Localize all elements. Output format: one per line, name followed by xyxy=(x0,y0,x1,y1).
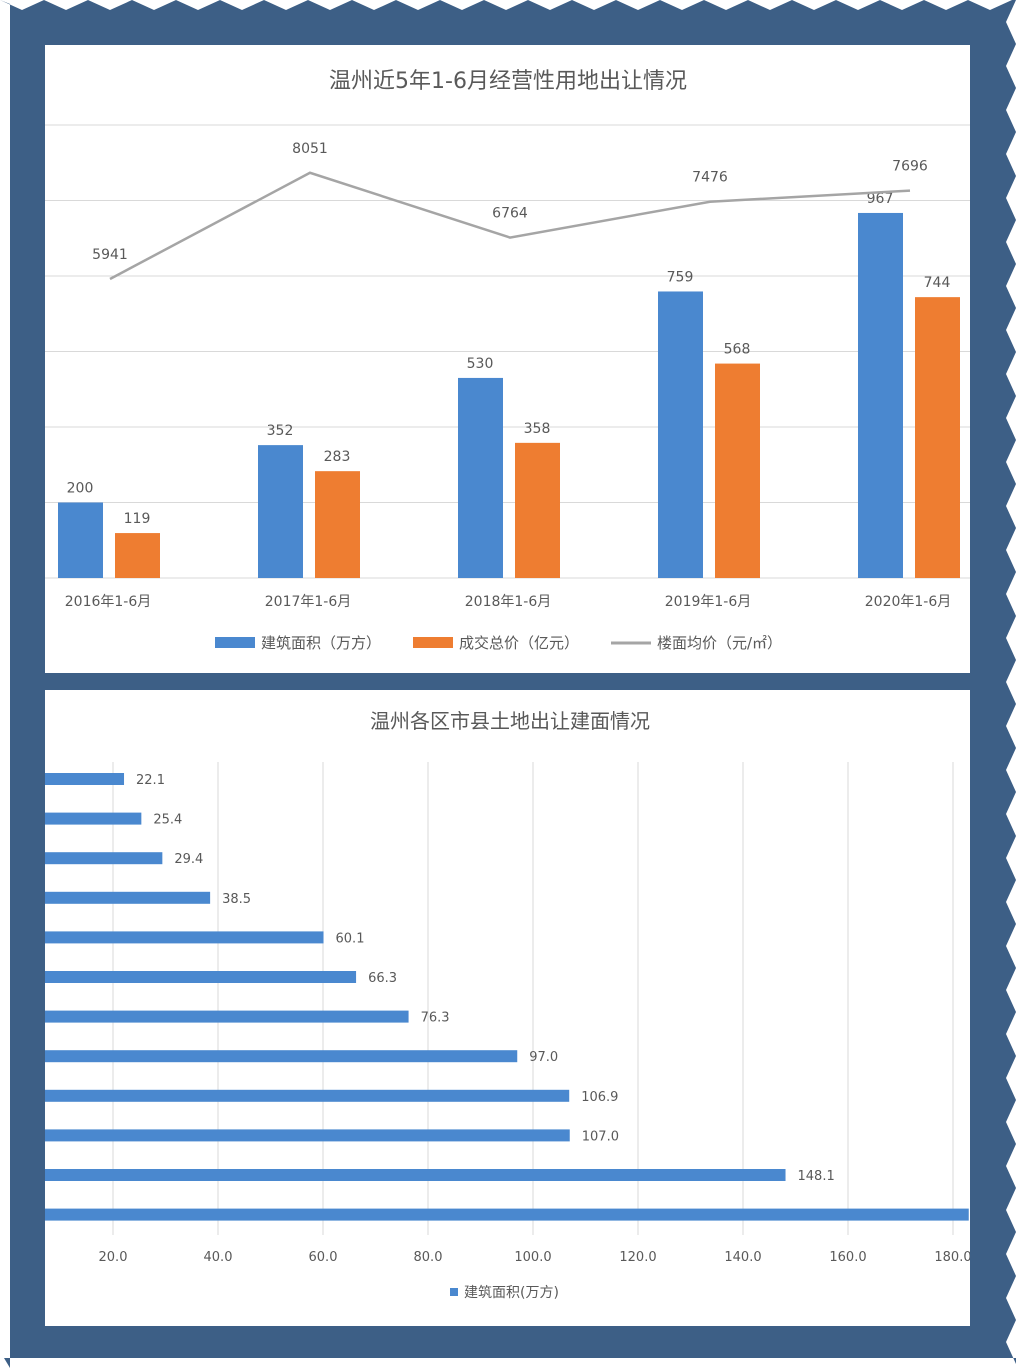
x-tick-label: 140.0 xyxy=(724,1250,761,1265)
bar xyxy=(45,812,142,825)
bar xyxy=(45,852,163,865)
bar xyxy=(315,471,360,578)
legend-swatch xyxy=(450,1288,458,1296)
x-tick-label: 2017年1-6月 xyxy=(265,594,352,610)
top-panel xyxy=(45,45,970,673)
x-tick-label: 160.0 xyxy=(829,1250,866,1265)
line-data-label: 7476 xyxy=(692,170,728,186)
bar xyxy=(45,773,125,785)
data-label: 76.3 xyxy=(421,1011,450,1026)
data-label: 22.1 xyxy=(136,773,165,788)
data-label: 200 xyxy=(67,481,94,497)
x-tick-label: 100.0 xyxy=(514,1250,551,1265)
data-label: 744 xyxy=(924,275,951,291)
bar xyxy=(515,442,560,578)
bar xyxy=(115,533,160,578)
bar xyxy=(45,1208,969,1221)
bottom-panel xyxy=(45,690,970,1326)
bar xyxy=(45,891,211,904)
data-label: 66.3 xyxy=(368,971,397,986)
x-tick-label: 20.0 xyxy=(99,1250,128,1265)
bar xyxy=(258,445,303,578)
data-label: 38.5 xyxy=(222,892,251,907)
bar xyxy=(58,502,103,578)
data-label: 530 xyxy=(467,356,494,372)
data-label: 119 xyxy=(124,511,151,527)
bar xyxy=(45,1089,570,1102)
data-label: 148.1 xyxy=(798,1169,835,1184)
bar xyxy=(915,297,960,578)
x-tick-label: 180.0 xyxy=(934,1250,971,1265)
line-data-label: 8051 xyxy=(292,141,328,157)
x-tick-label: 80.0 xyxy=(414,1250,443,1265)
legend-swatch xyxy=(413,637,453,648)
bar xyxy=(658,291,703,578)
top-chart-title: 温州近5年1-6月经营性用地出让情况 xyxy=(329,69,687,94)
bar xyxy=(45,1169,786,1181)
bar xyxy=(858,212,903,578)
x-tick-label: 40.0 xyxy=(204,1250,233,1265)
bar xyxy=(458,377,503,578)
data-label: 60.1 xyxy=(336,931,365,946)
data-label: 106.9 xyxy=(581,1090,618,1105)
data-label: 29.4 xyxy=(174,852,203,867)
legend-label: 建筑面积（万方） xyxy=(261,634,381,652)
data-label: 283 xyxy=(324,449,351,465)
x-tick-label: 60.0 xyxy=(309,1250,338,1265)
bar xyxy=(715,363,760,578)
data-label: 759 xyxy=(667,269,694,285)
bar xyxy=(45,971,357,983)
data-label: 967 xyxy=(867,191,894,207)
legend-swatch xyxy=(215,637,255,648)
data-label: 568 xyxy=(724,342,751,358)
x-tick-label: 2019年1-6月 xyxy=(665,594,752,610)
legend-label: 成交总价（亿元） xyxy=(459,634,579,652)
line-data-label: 7696 xyxy=(892,159,928,175)
legend-label: 楼面均价（元/㎡） xyxy=(657,634,782,652)
line-series xyxy=(109,171,911,281)
bar xyxy=(45,931,324,944)
line-data-label: 6764 xyxy=(492,206,528,222)
bar xyxy=(45,1010,409,1023)
data-label: 25.4 xyxy=(153,813,182,828)
bottom-chart-title: 温州各区市县土地出让建面情况 xyxy=(370,709,650,733)
line-data-label: 5941 xyxy=(92,247,128,263)
plot-area: 20.0 40.0 60.0 80.0 100.0 120.0 140.0 160.0 180.… xyxy=(45,762,971,1265)
x-tick-label: 2020年1-6月 xyxy=(865,594,952,610)
legend-label: 建筑面积(万方) xyxy=(464,1285,559,1301)
bar xyxy=(45,1050,518,1063)
x-tick-label: 120.0 xyxy=(619,1250,656,1265)
data-label: 107.0 xyxy=(582,1129,619,1144)
data-label: 97.0 xyxy=(529,1050,558,1065)
x-tick-label: 2018年1-6月 xyxy=(465,594,552,610)
data-label: 352 xyxy=(267,423,294,439)
bar xyxy=(45,1129,570,1142)
x-tick-label: 2016年1-6月 xyxy=(65,594,152,610)
data-label: 358 xyxy=(524,421,551,437)
